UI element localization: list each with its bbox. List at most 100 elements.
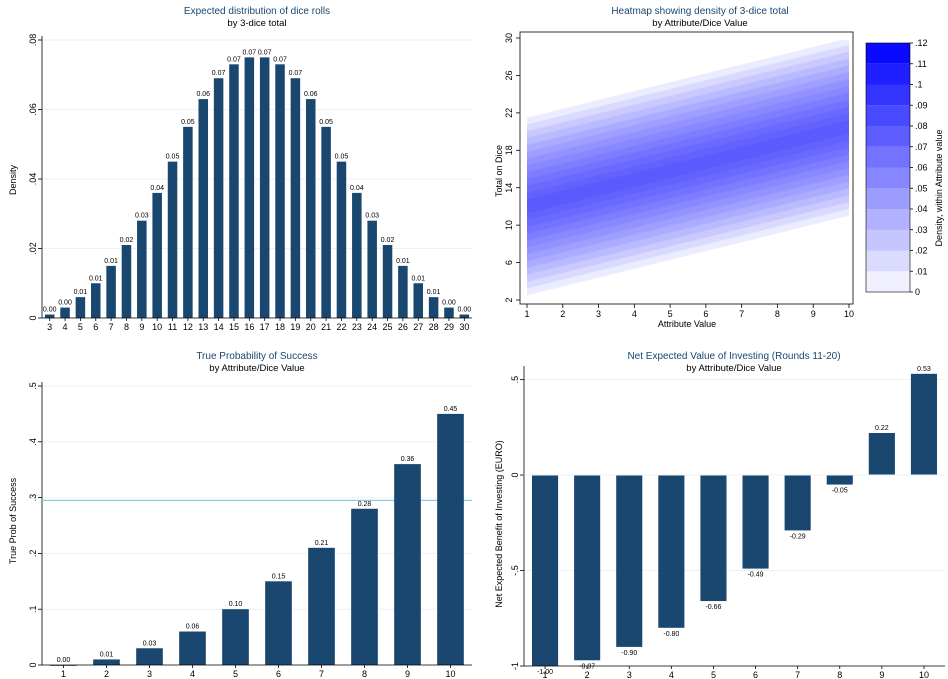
dice-bar xyxy=(229,64,239,318)
prob-data-label: 0.03 xyxy=(143,640,157,647)
dice-xtick-label: 11 xyxy=(168,322,177,332)
dice-data-label: 0.01 xyxy=(104,258,118,265)
dice-data-label: 0.02 xyxy=(381,237,395,244)
heat-colorbar-tick-label: 0 xyxy=(915,287,920,297)
dice-xtick-label: 4 xyxy=(63,322,68,332)
heat-xtick-label: 4 xyxy=(632,309,637,319)
nev-ytick-label: .5 xyxy=(510,376,520,384)
prob-bar xyxy=(351,508,378,665)
dice-xtick-label: 9 xyxy=(139,322,144,332)
dice-data-label: 0.04 xyxy=(350,185,364,192)
heat-colorbar-swatch xyxy=(866,146,910,168)
heat-contour-band xyxy=(527,79,849,255)
heat-ytick-label: 22 xyxy=(504,108,514,118)
prob-xtick-label: 7 xyxy=(319,669,324,679)
dice-data-label: 0.01 xyxy=(411,275,425,282)
dice-xtick-label: 22 xyxy=(336,322,346,332)
heat-ytick-label: 18 xyxy=(504,145,514,155)
heat-colorbar-label: Density, within Attribute value xyxy=(934,130,944,247)
dice-plot: 0.02.04.06.080.0030.0040.0150.0160.0170.… xyxy=(28,34,472,332)
nev-bar xyxy=(868,433,895,476)
heat-contour-band xyxy=(527,44,849,289)
prob-ytick-label: .3 xyxy=(28,494,38,502)
prob-bar xyxy=(265,581,292,665)
prob-ytick-label: .2 xyxy=(28,550,38,558)
prob-data-label: 0.00 xyxy=(57,657,71,664)
dice-xtick-label: 17 xyxy=(260,322,270,332)
dice-bar xyxy=(290,78,301,318)
dice-ylabel: Density xyxy=(8,164,18,195)
dice-bar xyxy=(244,57,255,318)
heat-ylabel: Total on Dice xyxy=(494,145,504,197)
heat-colorbar-swatch xyxy=(866,84,910,106)
prob-data-label: 0.01 xyxy=(100,651,114,658)
dice-xtick-label: 16 xyxy=(244,322,254,332)
prob-xtick-label: 3 xyxy=(147,669,152,679)
dice-bar xyxy=(167,161,178,318)
dice-bar xyxy=(259,57,270,318)
prob-data-label: 0.36 xyxy=(401,456,415,463)
nev-xtick-label: 2 xyxy=(585,670,590,679)
heat-contour-band xyxy=(527,51,849,282)
dice-bar xyxy=(321,126,331,318)
dice-xtick-label: 21 xyxy=(321,322,331,332)
dice-xtick-label: 12 xyxy=(183,322,193,332)
prob-bar xyxy=(136,648,163,665)
nev-data-label: 0.22 xyxy=(875,425,889,432)
dice-xtick-label: 6 xyxy=(93,322,98,332)
dice-bar xyxy=(152,192,162,318)
dice-xtick-label: 29 xyxy=(444,322,454,332)
heat-xtick-label: 5 xyxy=(668,309,673,319)
heat-colorbar-tick-label: .02 xyxy=(915,246,928,256)
nev-xtick-label: 9 xyxy=(879,670,884,679)
dice-bar xyxy=(305,99,316,318)
dice-data-label: 0.06 xyxy=(196,91,210,98)
prob-ytick-label: .5 xyxy=(28,382,38,390)
dice-data-label: 0.01 xyxy=(396,258,410,265)
dice-data-label: 0.07 xyxy=(227,56,241,63)
dice-ytick-label: 0 xyxy=(28,315,38,320)
nev-bar xyxy=(616,475,643,647)
heat-colorbar-swatch xyxy=(866,271,910,292)
heat-colorbar-tick-label: .04 xyxy=(915,204,928,214)
dice-data-label: 0.01 xyxy=(89,275,103,282)
dice-data-label: 0.01 xyxy=(427,289,441,296)
dice-data-label: 0.01 xyxy=(74,289,88,296)
nev-data-label: 0.53 xyxy=(917,366,931,373)
dice-bar xyxy=(183,126,193,318)
dice-data-label: 0.03 xyxy=(135,213,149,220)
heat-contour-band xyxy=(527,65,849,268)
prob-xtick-label: 1 xyxy=(61,669,66,679)
dice-data-label: 0.02 xyxy=(120,237,134,244)
heat-xtick-label: 3 xyxy=(596,309,601,319)
dice-data-label: 0.00 xyxy=(58,300,72,307)
prob-data-label: 0.06 xyxy=(186,624,200,631)
dice-xtick-label: 30 xyxy=(459,322,469,332)
dice-bar xyxy=(106,265,116,318)
dice-xtick-label: 3 xyxy=(47,322,52,332)
nev-bar xyxy=(826,475,853,485)
prob-data-label: 0.21 xyxy=(315,540,329,547)
heat-colorbar-swatch xyxy=(866,43,910,64)
prob-bar xyxy=(437,413,464,665)
heat-colorbar-tick-label: .03 xyxy=(915,225,928,235)
dice-data-label: 0.00 xyxy=(458,307,472,314)
dice-data-label: 0.03 xyxy=(365,213,379,220)
heat-contour-band xyxy=(527,113,849,221)
dice-bar xyxy=(382,245,393,318)
nev-data-label: -0.66 xyxy=(705,604,721,611)
prob-data-label: 0.10 xyxy=(229,601,243,608)
dice-bar xyxy=(275,64,285,318)
heat-colorbar-swatch xyxy=(866,229,910,251)
heat-subtitle: by Attribute/Dice Value xyxy=(652,18,747,29)
nev-data-label: -0.29 xyxy=(790,533,806,540)
prob-ytick-label: .1 xyxy=(28,605,38,613)
nev-xtick-label: 6 xyxy=(753,670,758,679)
dice-bar xyxy=(213,78,224,318)
dice-bar xyxy=(413,283,424,318)
heat-plot-frame xyxy=(519,31,854,305)
heat-contour-band xyxy=(527,120,849,214)
nev-bar xyxy=(742,475,769,569)
